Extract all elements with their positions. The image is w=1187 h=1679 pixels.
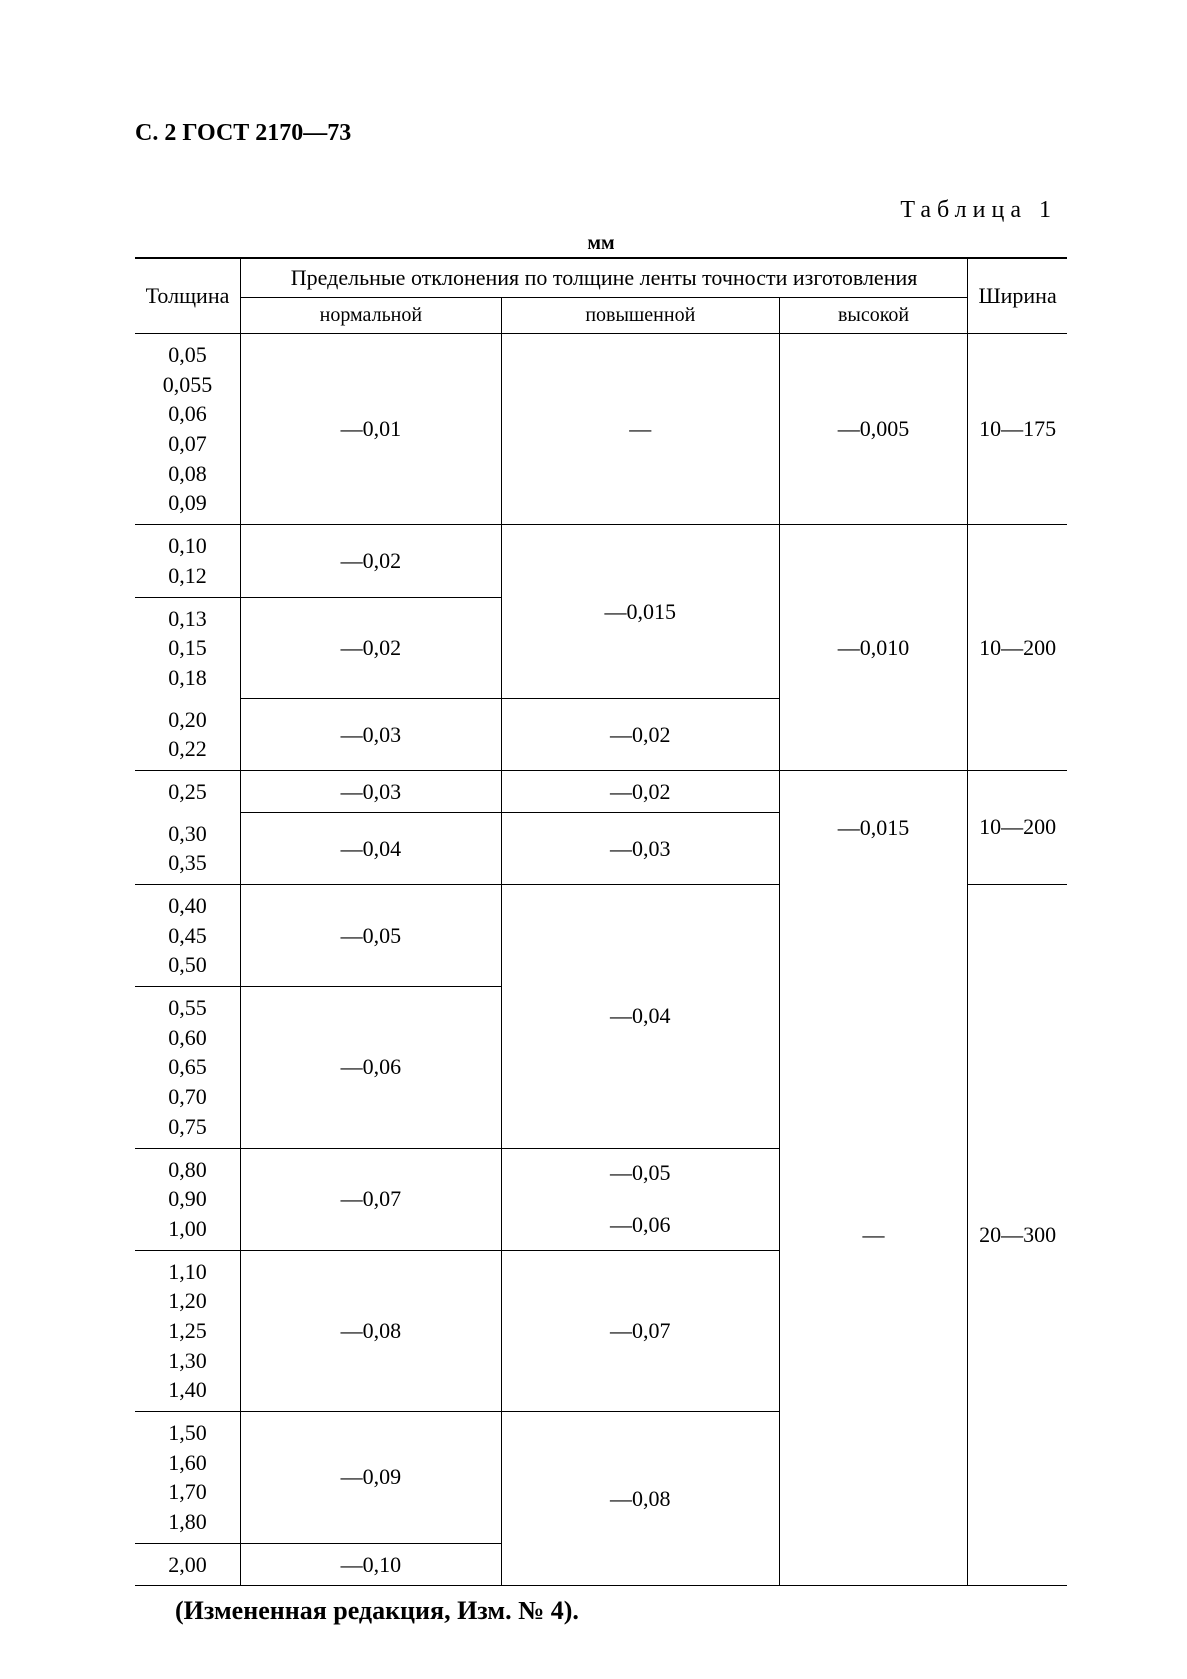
increased-cell: —0,04 bbox=[501, 885, 779, 1149]
val: 1,80 bbox=[168, 1509, 207, 1534]
val: 0,80 bbox=[168, 1157, 207, 1182]
val: 0,13 bbox=[168, 606, 207, 631]
val: 0,055 bbox=[163, 372, 213, 397]
val: 0,65 bbox=[168, 1054, 207, 1079]
thickness-cell: 0,30 0,35 bbox=[135, 813, 241, 885]
val: 0,90 bbox=[168, 1186, 207, 1211]
normal-cell: —0,09 bbox=[241, 1412, 502, 1544]
val: 0,50 bbox=[168, 952, 207, 977]
val: 1,00 bbox=[168, 1216, 207, 1241]
normal-cell: —0,02 bbox=[241, 525, 502, 597]
normal-cell: —0,02 bbox=[241, 597, 502, 699]
normal-cell: —0,04 bbox=[241, 813, 502, 885]
increased-cell: —0,08 bbox=[501, 1412, 779, 1586]
val: 0,06 bbox=[168, 401, 207, 426]
val: 0,35 bbox=[168, 850, 207, 875]
val: 0,09 bbox=[168, 490, 207, 515]
normal-cell: —0,07 bbox=[241, 1148, 502, 1250]
increased-cell: —0,03 bbox=[501, 813, 779, 885]
table-row: 0,10 0,12 —0,02 —0,015 —0,010 10—200 bbox=[135, 525, 1067, 597]
val: 1,60 bbox=[168, 1450, 207, 1475]
val: 1,20 bbox=[168, 1288, 207, 1313]
val: 1,10 bbox=[168, 1259, 207, 1284]
val: 0,12 bbox=[168, 563, 207, 588]
high-cell: —0,005 bbox=[779, 334, 967, 525]
val: 1,40 bbox=[168, 1377, 207, 1402]
thickness-cell: 1,10 1,20 1,25 1,30 1,40 bbox=[135, 1250, 241, 1411]
thickness-cell: 0,05 0,055 0,06 0,07 0,08 0,09 bbox=[135, 334, 241, 525]
thickness-cell: 0,55 0,60 0,65 0,70 0,75 bbox=[135, 987, 241, 1148]
val: 0,20 bbox=[168, 707, 207, 732]
val: 1,50 bbox=[168, 1420, 207, 1445]
val: 0,15 bbox=[168, 635, 207, 660]
val: 0,60 bbox=[168, 1025, 207, 1050]
normal-cell: —0,03 bbox=[241, 699, 502, 771]
increased-cell: —0,02 bbox=[501, 699, 779, 771]
val: 1,30 bbox=[168, 1348, 207, 1373]
width-cell: 10—175 bbox=[968, 334, 1067, 525]
val: 2,00 bbox=[168, 1552, 207, 1577]
col-increased: повышенной bbox=[501, 298, 779, 334]
val: 0,25 bbox=[168, 779, 207, 804]
thickness-cell: 0,40 0,45 0,50 bbox=[135, 885, 241, 987]
unit-label: мм bbox=[135, 232, 1067, 255]
val: —0,06 bbox=[610, 1212, 671, 1237]
width-cell: 10—200 bbox=[968, 525, 1067, 771]
normal-cell: —0,08 bbox=[241, 1250, 502, 1411]
increased-cell: —0,02 bbox=[501, 770, 779, 812]
thickness-cell: 0,20 0,22 bbox=[135, 699, 241, 771]
normal-cell: —0,06 bbox=[241, 987, 502, 1148]
val: 0,10 bbox=[168, 533, 207, 558]
high-cell: —0,015 bbox=[779, 770, 967, 884]
normal-cell: —0,03 bbox=[241, 770, 502, 812]
val: 0,75 bbox=[168, 1114, 207, 1139]
thickness-cell: 2,00 bbox=[135, 1543, 241, 1586]
val: 0,07 bbox=[168, 431, 207, 456]
thickness-cell: 0,10 0,12 bbox=[135, 525, 241, 597]
col-deviations-group: Предельные отклонения по толщине ленты т… bbox=[241, 258, 968, 298]
normal-cell: —0,05 bbox=[241, 885, 502, 987]
val: 0,40 bbox=[168, 893, 207, 918]
increased-cell: —0,07 bbox=[501, 1250, 779, 1411]
table-row: 0,40 0,45 0,50 —0,05 —0,04 — 20—300 bbox=[135, 885, 1067, 987]
thickness-cell: 0,80 0,90 1,00 bbox=[135, 1148, 241, 1250]
normal-cell: —0,10 bbox=[241, 1543, 502, 1586]
thickness-cell: 0,13 0,15 0,18 bbox=[135, 597, 241, 699]
page-header: С. 2 ГОСТ 2170—73 bbox=[135, 120, 1067, 147]
width-cell: 20—300 bbox=[968, 885, 1067, 1586]
val: 1,70 bbox=[168, 1479, 207, 1504]
val: 0,05 bbox=[168, 342, 207, 367]
increased-cell: —0,05 —0,06 bbox=[501, 1148, 779, 1250]
table-caption: Таблица 1 bbox=[135, 197, 1067, 224]
val: 0,30 bbox=[168, 821, 207, 846]
val: 0,45 bbox=[168, 923, 207, 948]
increased-cell: — bbox=[501, 334, 779, 525]
val: 1,25 bbox=[168, 1318, 207, 1343]
val: 0,08 bbox=[168, 461, 207, 486]
col-high: высокой bbox=[779, 298, 967, 334]
width-cell: 10—200 bbox=[968, 770, 1067, 884]
footnote: (Измененная редакция, Изм. № 4). bbox=[135, 1596, 1067, 1626]
col-width: Ширина bbox=[968, 258, 1067, 334]
col-normal: нормальной bbox=[241, 298, 502, 334]
thickness-cell: 0,25 bbox=[135, 770, 241, 812]
thickness-cell: 1,50 1,60 1,70 1,80 bbox=[135, 1412, 241, 1544]
val: 0,55 bbox=[168, 995, 207, 1020]
table-row: 0,25 —0,03 —0,02 —0,015 10—200 bbox=[135, 770, 1067, 812]
val: 0,22 bbox=[168, 736, 207, 761]
col-thickness: Толщина bbox=[135, 258, 241, 334]
specification-table: Толщина Предельные отклонения по толщине… bbox=[135, 257, 1067, 1586]
high-cell: — bbox=[779, 885, 967, 1586]
val: 0,70 bbox=[168, 1084, 207, 1109]
increased-cell: —0,015 bbox=[501, 525, 779, 699]
table-row: 0,05 0,055 0,06 0,07 0,08 0,09 —0,01 — —… bbox=[135, 334, 1067, 525]
val: 0,18 bbox=[168, 665, 207, 690]
normal-cell: —0,01 bbox=[241, 334, 502, 525]
val: —0,05 bbox=[610, 1160, 671, 1185]
high-cell: —0,010 bbox=[779, 525, 967, 771]
